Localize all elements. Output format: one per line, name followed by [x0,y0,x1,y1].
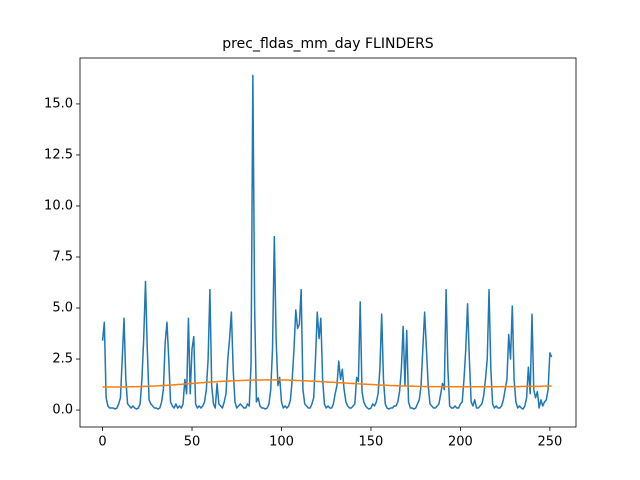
x-tick-label: 150 [359,435,384,450]
x-tick-label: 200 [448,435,473,450]
y-tick-label: 2.5 [52,352,73,367]
series-line [102,379,552,388]
chart-title: prec_fldas_mm_day FLINDERS [222,36,434,52]
y-tick-label: 12.5 [44,147,73,162]
x-tick-label: 100 [269,435,294,450]
x-tick-label: 50 [184,435,201,450]
y-tick-label: 0.0 [52,403,73,418]
y-tick-label: 10.0 [44,198,73,213]
y-tick-label: 7.5 [52,249,73,264]
x-tick-label: 250 [537,435,562,450]
series-line [101,74,553,410]
x-tick-label: 0 [98,435,106,450]
y-tick-label: 15.0 [44,96,73,111]
y-tick-label: 5.0 [52,301,73,316]
plot-frame [79,57,577,428]
